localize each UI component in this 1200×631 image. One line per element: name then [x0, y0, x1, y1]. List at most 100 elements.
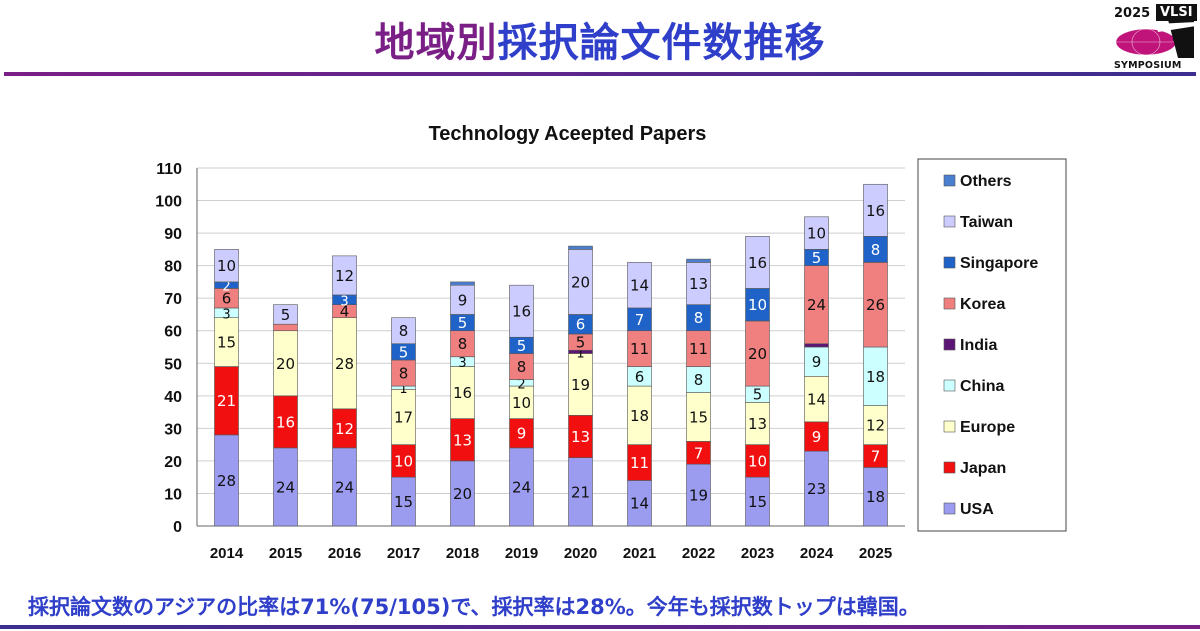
data-label: 2	[222, 280, 230, 295]
bar-segment	[863, 405, 888, 445]
data-label: 28	[217, 472, 236, 490]
data-label: 6	[222, 290, 232, 308]
bar-segment	[214, 366, 239, 436]
data-label: 20	[276, 355, 295, 373]
y-tick-label: 80	[164, 259, 182, 276]
bar-segment	[509, 284, 534, 338]
bar-segment	[686, 366, 711, 393]
bar-segment	[745, 288, 770, 322]
data-label: 3	[340, 294, 348, 309]
data-label: 15	[748, 493, 767, 511]
data-label: 24	[512, 478, 531, 496]
data-label: 13	[748, 415, 767, 433]
data-label: 9	[812, 428, 822, 446]
bar-segment	[332, 317, 357, 410]
bar-segment	[745, 444, 770, 478]
data-label: 10	[394, 452, 413, 470]
bar-segment	[273, 330, 298, 397]
data-label: 24	[335, 478, 354, 496]
bar-segment	[450, 281, 475, 286]
data-label: 8	[694, 371, 704, 389]
bar-segment	[627, 480, 652, 527]
data-label: 24	[276, 478, 295, 496]
data-label: 16	[748, 254, 767, 272]
x-tick-label: 2021	[623, 545, 656, 562]
y-tick-label: 30	[164, 421, 182, 438]
bar-segment	[568, 353, 593, 416]
legend-label: China	[960, 378, 1005, 395]
data-label: 5	[399, 343, 409, 361]
bar-segment	[804, 346, 829, 377]
bar-segment	[804, 343, 829, 348]
bar-segment	[391, 359, 416, 387]
bar-segment	[686, 392, 711, 442]
data-label: 16	[453, 384, 472, 402]
data-label: 13	[453, 431, 472, 449]
y-tick-label: 40	[164, 389, 182, 406]
data-label: 5	[281, 306, 291, 324]
legend-box	[917, 158, 1067, 532]
legend-swatch	[943, 502, 956, 515]
data-label: 21	[571, 483, 590, 501]
data-label: 19	[689, 487, 708, 505]
data-label: 5	[812, 249, 822, 267]
data-label: 5	[517, 337, 527, 355]
y-tick-label: 100	[155, 194, 182, 211]
slide-title-part1: 地域別	[374, 20, 498, 66]
legend-label: Japan	[960, 460, 1006, 477]
x-tick-label: 2016	[328, 545, 361, 562]
data-label: 14	[807, 391, 826, 409]
bar-segment	[273, 447, 298, 527]
data-label: 13	[689, 275, 708, 293]
data-label: 4	[340, 303, 350, 321]
bar-segment	[745, 476, 770, 527]
data-label: 16	[276, 413, 295, 431]
data-label: 10	[512, 394, 531, 412]
logo-caption: SYMPOSIUM	[1114, 60, 1182, 71]
data-label: 3	[458, 356, 466, 371]
bar-segment	[568, 249, 593, 315]
x-tick-label: 2025	[859, 545, 892, 562]
data-label: 6	[635, 368, 645, 386]
bar-segment	[391, 389, 416, 445]
data-label: 20	[748, 345, 767, 363]
bar-segment	[509, 385, 534, 419]
data-label: 8	[399, 322, 409, 340]
data-label: 19	[571, 376, 590, 394]
data-label: 7	[635, 311, 645, 329]
data-label: 26	[866, 296, 885, 314]
bar-segment	[863, 467, 888, 527]
legend-swatch	[943, 338, 956, 351]
data-label: 18	[630, 407, 649, 425]
bar-segment	[509, 353, 534, 380]
bar-segment	[804, 375, 829, 423]
bar-segment	[745, 320, 770, 387]
legend-label: Taiwan	[960, 214, 1013, 231]
data-label: 5	[753, 386, 763, 404]
y-tick-label: 70	[164, 291, 182, 308]
legend-label: Europe	[960, 419, 1015, 436]
data-label: 5	[458, 314, 468, 332]
logo-year: 2025	[1114, 6, 1151, 21]
bar-segment	[627, 385, 652, 445]
legend-swatch	[943, 297, 956, 310]
data-label: 12	[335, 420, 354, 438]
data-label: 7	[694, 444, 704, 462]
legend-swatch	[943, 256, 956, 269]
data-label: 20	[453, 485, 472, 503]
stacked-bar-chart: 0102030405060708090100110282115362102014…	[155, 158, 1067, 562]
legend-swatch	[943, 461, 956, 474]
data-label: 16	[512, 303, 531, 321]
data-label: 2	[517, 377, 525, 392]
legend-label: Singapore	[960, 255, 1038, 272]
legend-swatch	[943, 174, 956, 187]
logo-globe-icon	[1115, 12, 1196, 58]
bar-segment	[863, 236, 888, 263]
data-label: 8	[871, 241, 881, 259]
data-label: 9	[517, 425, 527, 443]
legend-label: India	[960, 337, 997, 354]
data-label: 15	[394, 493, 413, 511]
data-label: 13	[571, 428, 590, 446]
bar-segment	[863, 262, 888, 348]
footer-note: 採択論文数のアジアの比率は71%(75/105)で、採択率は28%。今年も採択数…	[28, 595, 920, 619]
